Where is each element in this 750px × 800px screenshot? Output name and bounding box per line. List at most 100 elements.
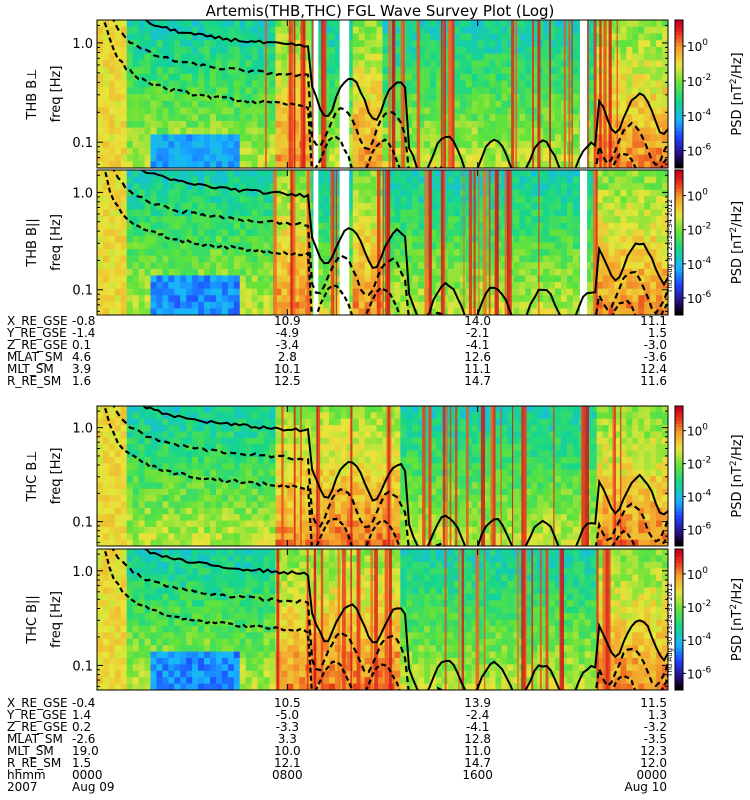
spectrogram-cell <box>328 73 336 82</box>
spectrogram-cell <box>227 127 235 135</box>
spectrogram-cell <box>328 20 336 28</box>
spectrogram-cell <box>198 495 205 503</box>
spectrogram-cell <box>424 87 431 95</box>
spectrogram-cell <box>531 141 538 149</box>
spectrogram-cell <box>620 73 627 82</box>
spectrogram-cell <box>239 209 247 217</box>
spectrogram-cell <box>560 183 568 191</box>
burst-stripe <box>424 170 428 315</box>
spectrogram-cell <box>317 183 324 191</box>
spectrogram-cell <box>97 249 104 257</box>
spectrogram-cell <box>596 209 604 217</box>
spectrogram-cell <box>549 249 556 257</box>
spectrogram-cell <box>162 94 169 102</box>
spectrogram-cell <box>608 94 616 102</box>
spectrogram-cell <box>192 229 199 237</box>
spectrogram-cell <box>114 127 122 135</box>
spectrogram-cell <box>334 20 342 28</box>
spectrogram-cell <box>650 222 657 230</box>
spectrogram-cell <box>632 53 639 61</box>
spectrogram-cell <box>215 431 223 439</box>
spectrogram-cell <box>549 301 556 310</box>
spectrogram-cell <box>531 73 538 82</box>
spectrogram-cell <box>227 161 235 168</box>
spectrogram-cell <box>317 288 324 296</box>
spectrogram-cell <box>251 20 259 28</box>
spectrogram-cell <box>572 275 580 283</box>
spectrogram-cell <box>227 412 235 420</box>
spectrogram-cell <box>269 33 277 41</box>
spectrogram-cell <box>650 67 657 75</box>
spectrogram-cell <box>358 60 366 68</box>
spectrogram-cell <box>257 114 265 122</box>
spectrogram-cell <box>174 444 181 452</box>
spectrogram-cell <box>126 107 134 115</box>
spectrogram-cell <box>537 255 544 263</box>
spectrogram-cell <box>281 308 288 315</box>
spectrogram-cell <box>144 202 152 211</box>
spectrogram-cell <box>483 87 491 95</box>
spectrogram-cell <box>519 141 526 149</box>
spectrogram-cell <box>215 87 223 95</box>
spectrogram-cell <box>162 73 169 82</box>
spectrogram-cell <box>192 100 199 109</box>
spectrogram-cell <box>227 147 235 156</box>
spectrogram-cell <box>662 249 668 257</box>
spectrogram-cell <box>156 482 164 490</box>
spectrogram-cell <box>186 170 193 178</box>
spectrogram-cell <box>198 308 205 315</box>
spectrogram-cell <box>560 295 568 303</box>
spectrogram-cell <box>138 482 146 490</box>
spectrogram-cell <box>620 216 627 224</box>
spectrogram-cell <box>477 249 485 257</box>
spectrogram-cell <box>239 514 247 522</box>
spectrogram-cell <box>453 235 461 244</box>
spectrogram-cell <box>317 67 324 75</box>
spectrogram-cell <box>626 301 633 310</box>
spectrogram-cell <box>471 67 479 75</box>
spectrogram-cell <box>263 288 271 296</box>
spectrogram-cell <box>531 268 538 277</box>
spectrogram-cell <box>346 282 354 290</box>
spectrogram-cell <box>596 216 604 224</box>
spectrogram-cell <box>138 222 146 230</box>
spectrogram-cell <box>317 40 324 48</box>
spectrogram-cell <box>632 33 639 41</box>
spectrogram-cell <box>114 301 122 310</box>
spectrogram-cell <box>102 469 110 477</box>
spectrogram-cell <box>519 295 526 303</box>
spectrogram-cell <box>543 33 550 41</box>
spectrogram-cell <box>251 33 259 41</box>
spectrogram-cell <box>394 107 401 115</box>
spectrogram-cell <box>186 40 193 48</box>
spectrogram-cell <box>186 222 193 230</box>
spectrogram-cell <box>156 114 164 122</box>
spectrogram-cell <box>394 80 401 88</box>
spectrogram-cell <box>210 80 217 88</box>
spectrogram-cell <box>198 539 205 546</box>
spectrogram-cell <box>459 73 467 82</box>
spectrogram-cell <box>281 94 288 102</box>
spectrogram-cell <box>501 40 509 48</box>
spectrogram-cell <box>162 141 169 149</box>
spectrogram-cell <box>186 100 193 109</box>
spectrogram-cell <box>632 275 639 283</box>
spectrogram-cell <box>239 444 247 452</box>
spectrogram-cell <box>400 170 407 178</box>
spectrogram-cell <box>531 196 538 204</box>
spectrogram-cell <box>114 202 122 211</box>
spectrogram-cell <box>150 26 158 35</box>
spectrogram-cell <box>400 209 407 217</box>
spectrogram-cell <box>650 295 657 303</box>
spectrogram-cell <box>626 189 633 197</box>
spectrogram-cell <box>162 100 169 109</box>
spectrogram-cell <box>192 176 199 184</box>
spectrogram-cell <box>549 80 556 88</box>
spectrogram-cell <box>156 141 164 149</box>
spectrogram-cell <box>198 533 205 541</box>
spectrogram-cell <box>120 53 128 61</box>
spectrogram-cell <box>132 67 140 75</box>
spectrogram-cell <box>108 476 116 483</box>
spectrogram-cell <box>554 134 562 142</box>
spectrogram-cell <box>120 501 128 509</box>
